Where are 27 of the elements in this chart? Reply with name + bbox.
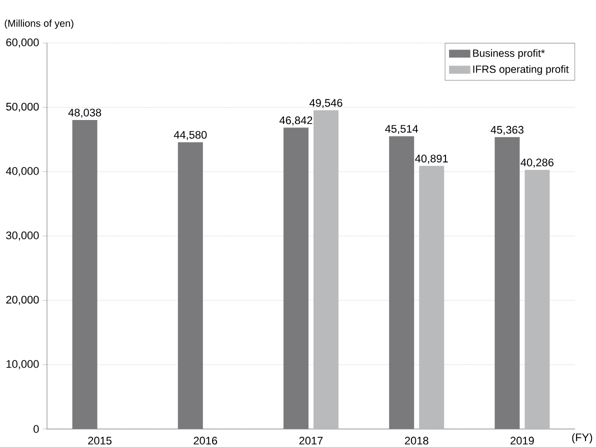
y-axis-title: (Millions of yen) <box>4 20 74 29</box>
y-tick-label: 40,000 <box>6 167 39 176</box>
x-axis-title: (FY) <box>572 433 592 444</box>
bar <box>419 166 444 429</box>
x-tick-label: 2019 <box>510 436 534 445</box>
bar <box>524 170 550 429</box>
legend-label: IFRS operating profit <box>473 65 569 75</box>
data-label: 49,546 <box>309 99 342 108</box>
data-label: 45,363 <box>490 126 524 135</box>
data-label: 45,514 <box>385 125 418 134</box>
bar <box>314 110 338 429</box>
x-tick-label: 2016 <box>194 436 218 445</box>
data-label: 40,286 <box>520 158 554 168</box>
x-tick-label: 2017 <box>299 436 323 445</box>
data-label: 48,038 <box>68 108 102 118</box>
x-tick-label: 2018 <box>404 436 428 445</box>
y-tick-label: 20,000 <box>6 296 39 305</box>
y-tick-label: 0 <box>34 425 39 433</box>
y-tick-label: 50,000 <box>6 102 39 112</box>
data-label: 44,580 <box>174 130 207 140</box>
y-tick-label: 30,000 <box>6 231 39 241</box>
legend-label: Business profit* <box>473 49 545 59</box>
data-label: 40,891 <box>415 154 448 164</box>
y-tick-label: 60,000 <box>6 38 39 48</box>
data-label: 46,842 <box>279 116 312 126</box>
y-tick-label: 10,000 <box>6 360 39 370</box>
x-tick-label: 2015 <box>88 436 112 445</box>
